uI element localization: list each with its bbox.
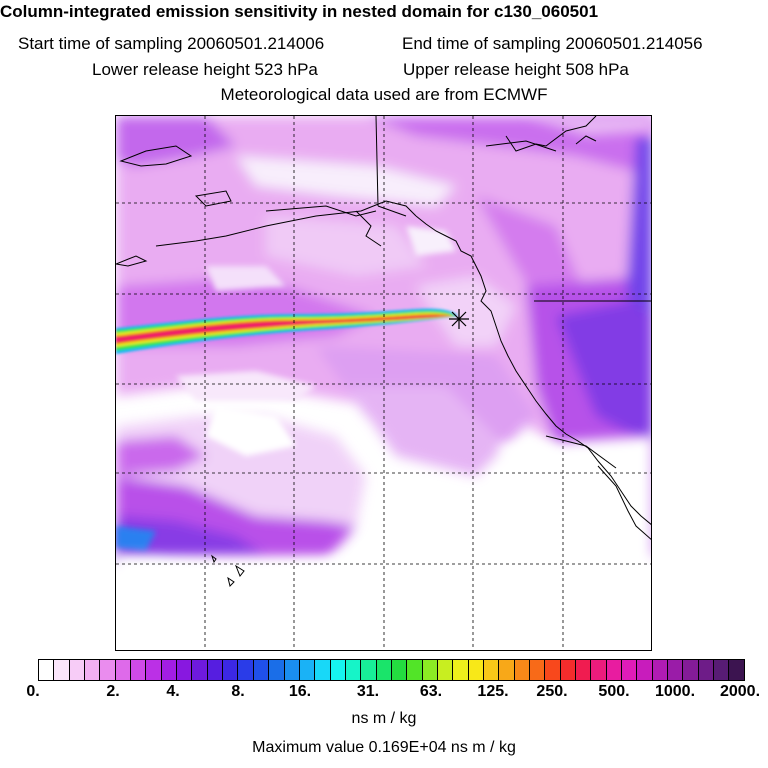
colorbar-segment [560, 660, 577, 680]
colorbar-segment [729, 660, 744, 680]
colorbar-segment [683, 660, 699, 680]
colorbar-tick-label: 2000. [719, 683, 761, 700]
colorbar-tick-label: 16. [288, 683, 312, 700]
map-canvas [116, 116, 651, 650]
colorbar-segment [39, 660, 55, 680]
colorbar-segment [376, 660, 392, 680]
colorbar-segment [545, 660, 561, 680]
colorbar-tick-labels: 0. 2. 4. 8. 16. 31. 63. 125. 250. 500. 1000. 2000. [0, 683, 768, 703]
colorbar-tick-label: 4. [166, 683, 180, 700]
sensitivity-map [115, 115, 652, 651]
colorbar-tick-label: 2. [106, 683, 120, 700]
colorbar-segment [391, 660, 408, 680]
colorbar-segment [54, 660, 70, 680]
colorbar-tick-label: 250. [536, 683, 568, 700]
colorbar-segment [207, 660, 224, 680]
colorbar-segment [453, 660, 469, 680]
colorbar-segment [238, 660, 254, 680]
colorbar-segment [361, 660, 377, 680]
maximum-value-label: Maximum value 0.169E+04 ns m / kg [252, 739, 516, 756]
colorbar-segment [115, 660, 132, 680]
end-sampling-label: End time of sampling 20060501.214056 [402, 34, 703, 53]
colorbar-segment [606, 660, 623, 680]
colorbar-segment [269, 660, 285, 680]
colorbar-segment [284, 660, 300, 680]
colorbar-segment [622, 660, 638, 680]
colorbar-segment [422, 660, 438, 680]
colorbar-segment [131, 660, 147, 680]
colorbar-segment [100, 660, 116, 680]
coastlines [116, 116, 651, 587]
colorbar-segment [591, 660, 607, 680]
colorbar-units: ns m / kg [351, 710, 417, 727]
colorbar-tick-label: 8. [231, 683, 245, 700]
lower-release-label: Lower release height 523 hPa [92, 60, 318, 79]
colorbar-segment [530, 660, 546, 680]
colorbar-tick-label: 31. [356, 683, 380, 700]
colorbar-segment [437, 660, 454, 680]
colorbar-segment [468, 660, 484, 680]
colorbar-tick-label: 500. [598, 683, 630, 700]
colorbar-segment [698, 660, 715, 680]
upper-release-label: Upper release height 508 hPa [403, 60, 629, 79]
colorbar-segment [668, 660, 684, 680]
colorbar-segment [161, 660, 178, 680]
colorbar-segment [407, 660, 423, 680]
colorbar-segment [576, 660, 592, 680]
colorbar-tick-label: 63. [419, 683, 443, 700]
colorbar-segment [483, 660, 500, 680]
sensitivity-field [116, 116, 651, 650]
lat-lon-grid [116, 116, 651, 650]
colorbar-tick-label: 1000. [654, 683, 696, 700]
start-sampling-label: Start time of sampling 20060501.214006 [18, 34, 325, 53]
colorbar-segment [330, 660, 346, 680]
colorbar-segment [146, 660, 162, 680]
colorbar-segment [299, 660, 316, 680]
colorbar-segment [637, 660, 653, 680]
colorbar-segment [499, 660, 515, 680]
colorbar-segment [85, 660, 101, 680]
map-title: Column-integrated emission sensitivity i… [0, 2, 599, 21]
colorbar-segment [652, 660, 669, 680]
colorbar-tick-label: 0. [26, 683, 40, 700]
met-data-label: Meteorological data used are from ECMWF [220, 85, 548, 104]
emission-plume [116, 308, 458, 354]
colorbar-segment [714, 660, 730, 680]
colorbar-segment [223, 660, 239, 680]
colorbar-segment [253, 660, 270, 680]
colorbar-segment [514, 660, 530, 680]
colorbar-segment [177, 660, 193, 680]
colorbar-segment [192, 660, 208, 680]
release-location-marker [449, 309, 469, 329]
colorbar [38, 659, 745, 681]
colorbar-segment [69, 660, 86, 680]
colorbar-segment [345, 660, 362, 680]
colorbar-segment [315, 660, 331, 680]
colorbar-tick-label: 125. [477, 683, 509, 700]
